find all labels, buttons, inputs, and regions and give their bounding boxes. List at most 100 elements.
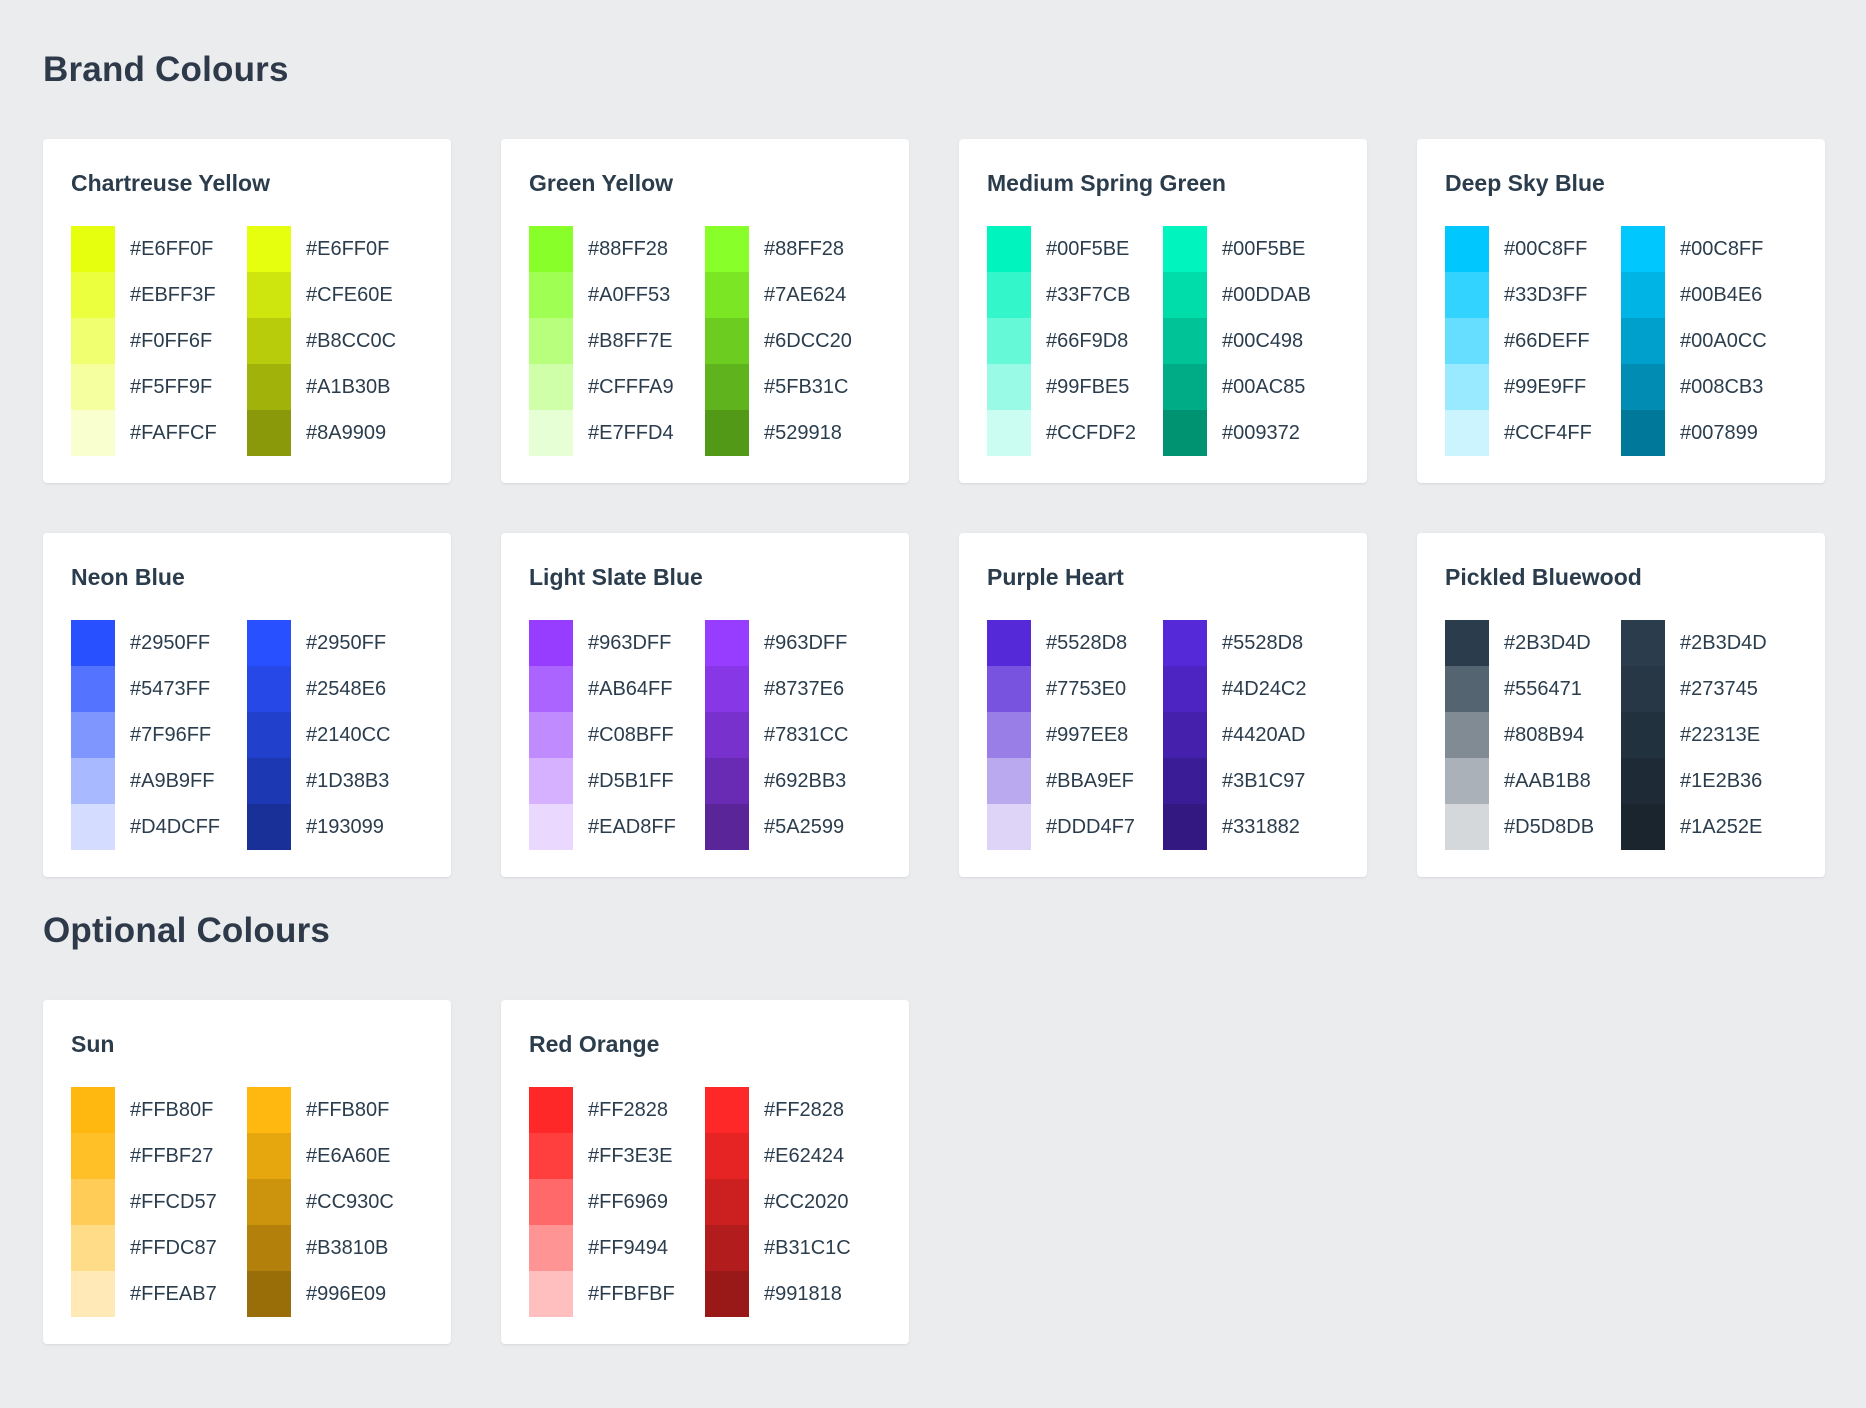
hex-code: #1E2B36 xyxy=(1680,770,1763,792)
hex-code: #CFFFA9 xyxy=(588,376,674,398)
colour-chip xyxy=(1445,712,1489,758)
optional-colours-grid: Sun #FFB80F #FFBF27 #FFCD57 #FFDC87 #FFEAB7 #F… xyxy=(43,1000,1823,1344)
hex-code: #88FF28 xyxy=(764,238,845,260)
colour-swatch: #DDD4F7 xyxy=(987,804,1163,850)
hex-code: #66F9D8 xyxy=(1046,330,1129,352)
hex-code: #00AC85 xyxy=(1222,376,1306,398)
colour-swatch: #CCFDF2 xyxy=(987,410,1163,456)
hex-code: #2548E6 xyxy=(306,678,387,700)
colour-swatch: #FFB80F xyxy=(71,1087,247,1133)
colour-swatch: #5A2599 xyxy=(705,804,881,850)
hex-code: #00F5BE xyxy=(1046,238,1130,260)
colour-chip xyxy=(705,1225,749,1271)
hex-code: #FFB80F xyxy=(306,1099,390,1121)
hex-code: #5FB31C xyxy=(764,376,849,398)
colour-swatch: #FFBFBF xyxy=(529,1271,705,1317)
colour-swatch: #808B94 xyxy=(1445,712,1621,758)
hex-code: #4420AD xyxy=(1222,724,1306,746)
colour-chip xyxy=(71,1225,115,1271)
hex-code: #5473FF xyxy=(130,678,211,700)
colour-swatch: #007899 xyxy=(1621,410,1797,456)
colour-swatch: #22313E xyxy=(1621,712,1797,758)
colour-swatch: #AB64FF xyxy=(529,666,705,712)
hex-code: #F0FF6F xyxy=(130,330,213,352)
colour-chip xyxy=(987,226,1031,272)
hex-code: #FFCD57 xyxy=(130,1191,217,1213)
colour-chip xyxy=(529,1271,573,1317)
colour-chip xyxy=(1621,804,1665,850)
colour-swatch: #5528D8 xyxy=(1163,620,1339,666)
colour-chip xyxy=(529,758,573,804)
tint-column: #FF2828 #FF3E3E #FF6969 #FF9494 #FFBFBF xyxy=(529,1087,705,1317)
swatch-columns: #E6FF0F #EBFF3F #F0FF6F #F5FF9F #FAFFCF #E6FF… xyxy=(71,226,423,456)
colour-chip xyxy=(1621,226,1665,272)
colour-swatch: #CC930C xyxy=(247,1179,423,1225)
colour-swatch: #2140CC xyxy=(247,712,423,758)
hex-code: #00C8FF xyxy=(1680,238,1764,260)
hex-code: #5A2599 xyxy=(764,816,845,838)
colour-chip xyxy=(247,620,291,666)
colour-chip xyxy=(1621,364,1665,410)
colour-swatch: #2950FF xyxy=(71,620,247,666)
colour-swatch: #FF3E3E xyxy=(529,1133,705,1179)
colour-chip xyxy=(987,758,1031,804)
hex-code: #CFE60E xyxy=(306,284,393,306)
colour-chip xyxy=(71,1179,115,1225)
colour-chip xyxy=(705,620,749,666)
colour-chip xyxy=(1163,666,1207,712)
palette-card: Sun #FFB80F #FFBF27 #FFCD57 #FFDC87 #FFEAB7 #F… xyxy=(43,1000,451,1344)
hex-code: #963DFF xyxy=(588,632,672,654)
hex-code: #BBA9EF xyxy=(1046,770,1134,792)
colour-swatch: #66F9D8 xyxy=(987,318,1163,364)
colour-swatch: #B8CC0C xyxy=(247,318,423,364)
palette-card: Red Orange #FF2828 #FF3E3E #FF6969 #FF9494 #F… xyxy=(501,1000,909,1344)
colour-chip xyxy=(1621,410,1665,456)
colour-swatch: #00C8FF xyxy=(1621,226,1797,272)
tint-column: #FFB80F #FFBF27 #FFCD57 #FFDC87 #FFEAB7 xyxy=(71,1087,247,1317)
colour-swatch: #00C498 xyxy=(1163,318,1339,364)
colour-swatch: #88FF28 xyxy=(529,226,705,272)
colour-swatch: #CFFFA9 xyxy=(529,364,705,410)
shade-column: #2950FF #2548E6 #2140CC #1D38B3 #193099 xyxy=(247,620,423,850)
shade-column: #E6FF0F #CFE60E #B8CC0C #A1B30B #8A9909 xyxy=(247,226,423,456)
shade-column: #FFB80F #E6A60E #CC930C #B3810B #996E09 xyxy=(247,1087,423,1317)
colour-chip xyxy=(71,272,115,318)
hex-code: #FAFFCF xyxy=(130,422,217,444)
tint-column: #2B3D4D #556471 #808B94 #AAB1B8 #D5D8DB xyxy=(1445,620,1621,850)
colour-swatch: #1D38B3 xyxy=(247,758,423,804)
hex-code: #FFEAB7 xyxy=(130,1283,217,1305)
colour-swatch: #00F5BE xyxy=(987,226,1163,272)
colour-swatch: #B3810B xyxy=(247,1225,423,1271)
colour-swatch: #C08BFF xyxy=(529,712,705,758)
colour-swatch: #008CB3 xyxy=(1621,364,1797,410)
tint-column: #5528D8 #7753E0 #997EE8 #BBA9EF #DDD4F7 xyxy=(987,620,1163,850)
colour-swatch: #33F7CB xyxy=(987,272,1163,318)
colour-chip xyxy=(705,1133,749,1179)
colour-swatch: #E6A60E xyxy=(247,1133,423,1179)
colour-chip xyxy=(987,410,1031,456)
colour-chip xyxy=(1163,318,1207,364)
colour-chip xyxy=(529,226,573,272)
hex-code: #5528D8 xyxy=(1046,632,1128,654)
hex-code: #3B1C97 xyxy=(1222,770,1306,792)
colour-swatch: #1E2B36 xyxy=(1621,758,1797,804)
colour-chip xyxy=(529,272,573,318)
colour-chip xyxy=(987,804,1031,850)
colour-chip xyxy=(987,272,1031,318)
shade-column: #00C8FF #00B4E6 #00A0CC #008CB3 #007899 xyxy=(1621,226,1797,456)
hex-code: #00C8FF xyxy=(1504,238,1588,260)
colour-swatch: #2548E6 xyxy=(247,666,423,712)
hex-code: #66DEFF xyxy=(1504,330,1590,352)
hex-code: #FF3E3E xyxy=(588,1145,673,1167)
tint-column: #2950FF #5473FF #7F96FF #A9B9FF #D4DCFF xyxy=(71,620,247,850)
colour-swatch: #FFEAB7 xyxy=(71,1271,247,1317)
hex-code: #00F5BE xyxy=(1222,238,1306,260)
hex-code: #CCFDF2 xyxy=(1046,422,1137,444)
colour-chip xyxy=(1621,758,1665,804)
colour-swatch: #529918 xyxy=(705,410,881,456)
colour-chip xyxy=(247,1179,291,1225)
hex-code: #692BB3 xyxy=(764,770,847,792)
colour-chip xyxy=(987,620,1031,666)
colour-chip xyxy=(1163,364,1207,410)
